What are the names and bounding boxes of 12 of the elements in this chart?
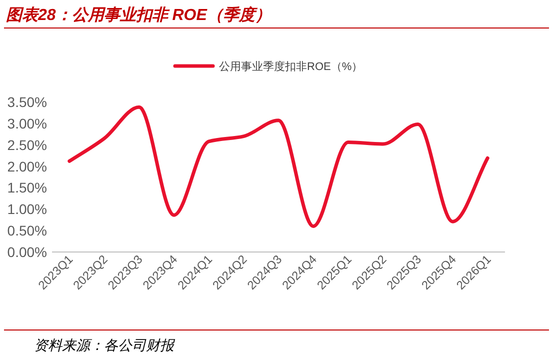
y-tick-label: 2.50% xyxy=(7,136,47,153)
y-tick-label: 0.50% xyxy=(7,222,47,239)
y-tick-label: 1.00% xyxy=(7,201,47,218)
legend-label: 公用事业季度扣非ROE（%） xyxy=(219,60,363,73)
y-tick-label: 1.50% xyxy=(7,180,47,196)
y-tick-label: 2.00% xyxy=(7,158,47,174)
text: 资料来源：各公司财报 xyxy=(34,337,176,353)
line-series xyxy=(68,105,490,228)
y-tick-label: 3.00% xyxy=(7,115,47,132)
y-tick-label: 0.00% xyxy=(7,244,47,260)
chart-title: 图表28：公用事业扣非 ROE（季度） xyxy=(6,5,271,24)
y-tick-label: 3.50% xyxy=(7,94,47,110)
